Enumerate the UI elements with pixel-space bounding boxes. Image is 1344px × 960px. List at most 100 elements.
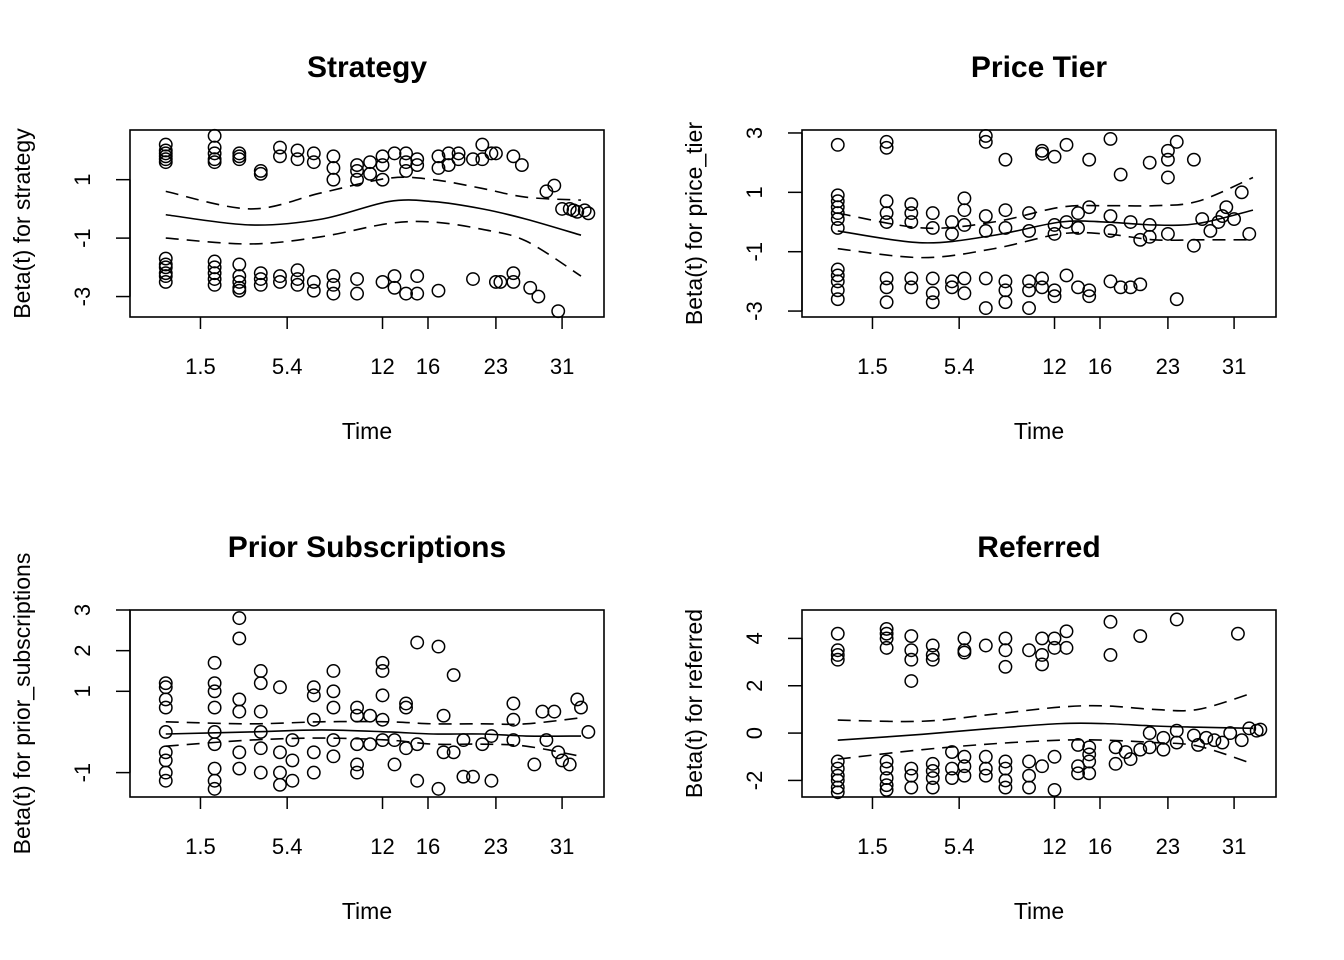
residual-point (207, 737, 222, 752)
residual-point (306, 712, 321, 727)
residual-point (232, 631, 247, 646)
residual-point (957, 759, 972, 774)
x-tick-label: 23 (1156, 834, 1180, 859)
y-axis-label: Beta(t) for strategy (9, 128, 35, 319)
residual-point (1059, 268, 1074, 283)
residual-point (830, 648, 845, 662)
residual-point (1035, 280, 1050, 295)
lower-confidence-band (165, 737, 582, 758)
residual-point (285, 753, 300, 768)
plot-frame (129, 609, 605, 798)
residual-point (830, 785, 845, 800)
residual-point (326, 161, 341, 175)
upper-confidence-band (837, 176, 1254, 230)
residual-point (326, 269, 341, 284)
residual-point (475, 137, 490, 152)
residual-point (306, 146, 321, 161)
residual-point (387, 269, 402, 284)
residual-point (1035, 271, 1050, 286)
lower-confidence-band (837, 739, 1254, 765)
residual-point (1035, 759, 1050, 774)
residual-point (1059, 137, 1074, 152)
residual-point (232, 761, 247, 776)
residual-point (978, 301, 993, 316)
residual-point (879, 640, 894, 655)
residual-point (326, 277, 341, 292)
residual-point (466, 152, 480, 167)
residual-point (306, 155, 321, 170)
residual-point (1234, 185, 1249, 200)
residual-point (879, 621, 894, 636)
residual-point (978, 223, 993, 238)
residual-point (253, 676, 268, 691)
residual-point (998, 203, 1013, 218)
residual-point (1215, 735, 1230, 750)
plot-frame (129, 129, 605, 318)
residual-point (978, 128, 993, 143)
residual-point (158, 773, 173, 788)
residual-point (1242, 226, 1257, 241)
residual-point (410, 773, 425, 788)
residual-point (375, 655, 390, 670)
residual-point (1059, 640, 1074, 655)
residual-point (978, 638, 993, 653)
residual-point (555, 753, 570, 768)
residual-point (350, 172, 364, 187)
residual-point (957, 191, 972, 206)
residual-point (387, 146, 402, 161)
residual-point (273, 140, 287, 155)
residual-point (475, 152, 490, 167)
residual-point (551, 304, 566, 319)
residual-point (326, 664, 341, 678)
residual-point (158, 274, 173, 289)
residual-point (1191, 737, 1206, 752)
residual-point (879, 140, 894, 155)
residual-point (1160, 226, 1175, 241)
residual-point (957, 203, 972, 218)
y-tick-label: -3 (742, 301, 767, 321)
residual-point (306, 765, 321, 780)
residual-point (158, 745, 173, 760)
x-tick-label: 31 (1222, 834, 1246, 859)
residual-point (998, 659, 1013, 674)
residual-point (290, 263, 305, 278)
x-tick-label: 23 (1156, 354, 1180, 379)
residual-point (158, 676, 173, 691)
residual-point (1123, 215, 1138, 229)
residual-point (207, 700, 222, 715)
residual-point (1118, 745, 1133, 759)
y-tick-label: 2 (70, 645, 95, 657)
residual-point (1123, 752, 1138, 767)
residual-point (285, 773, 300, 788)
residual-point (484, 773, 499, 788)
residual-point (879, 782, 894, 797)
residual-point (978, 768, 993, 783)
x-axis-label: Time (1014, 898, 1064, 924)
residual-point (273, 765, 287, 780)
y-tick-label: -1 (70, 228, 95, 248)
residual-point (306, 688, 321, 703)
residual-point (1047, 226, 1062, 241)
residual-point (375, 158, 390, 173)
y-tick-label: 4 (742, 632, 767, 644)
residual-point (562, 757, 577, 772)
residual-point (879, 761, 894, 776)
residual-point (207, 155, 222, 170)
residual-point (436, 745, 451, 760)
residual-point (446, 745, 461, 760)
x-axis-label: Time (342, 418, 392, 444)
residual-point (158, 700, 173, 715)
residual-point (431, 781, 446, 796)
residual-point (350, 737, 364, 752)
residual-point (1082, 747, 1097, 762)
residual-point (1035, 657, 1050, 672)
residual-point (978, 134, 993, 149)
residual-point (1133, 742, 1148, 757)
residual-point (998, 643, 1013, 658)
y-axis-label: Beta(t) for prior_subscriptions (9, 553, 35, 855)
residual-point (1133, 629, 1148, 643)
panel-title: Prior Subscriptions (228, 531, 506, 564)
residual-point (350, 272, 364, 286)
